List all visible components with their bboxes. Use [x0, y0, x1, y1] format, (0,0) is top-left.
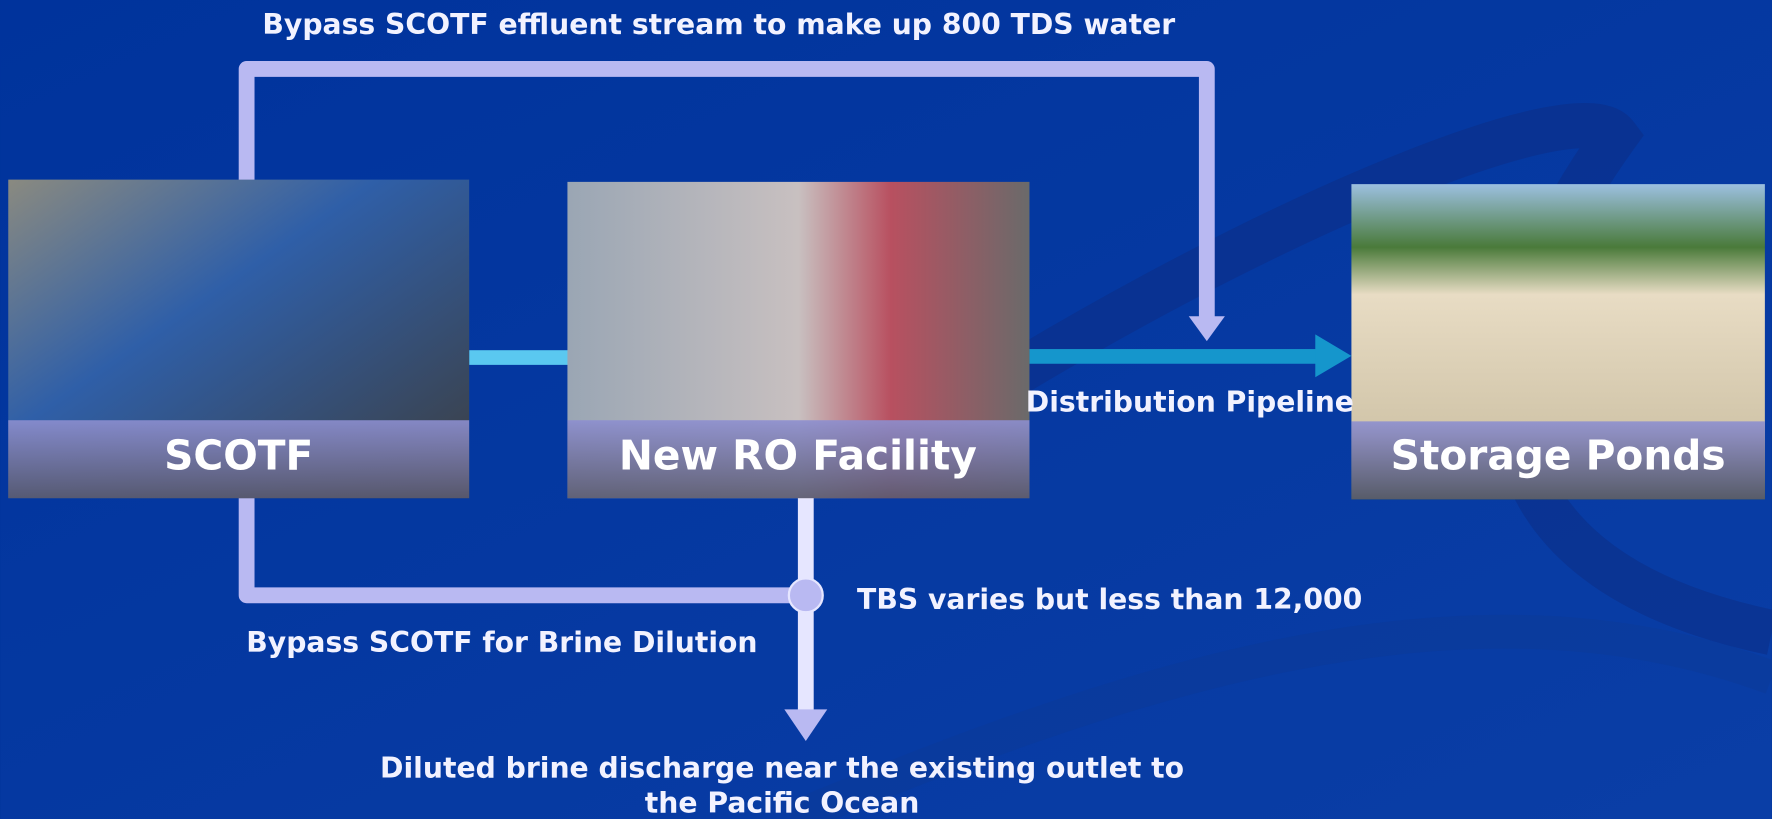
node-label: New RO Facility — [619, 432, 977, 480]
node-label: Storage Ponds — [1391, 432, 1726, 480]
tbs-note: TBS varies but less than 12,000 — [857, 583, 1362, 616]
pipeline — [1029, 349, 1317, 364]
node-label: SCOTF — [164, 432, 313, 480]
connector — [469, 350, 568, 365]
brine-note: Bypass SCOTF for Brine Dilution — [246, 626, 757, 659]
discharge-note: Diluted brine discharge near the existin… — [380, 751, 1184, 784]
pipeline-label: Distribution Pipeline — [1026, 385, 1354, 418]
diagram: SCOTF New RO Facility Storage Ponds Bypa… — [0, 0, 1772, 819]
junction — [789, 578, 823, 612]
top-note: Bypass SCOTF effluent stream to make up … — [262, 8, 1175, 41]
discharge-note: the Pacific Ocean — [645, 786, 920, 819]
